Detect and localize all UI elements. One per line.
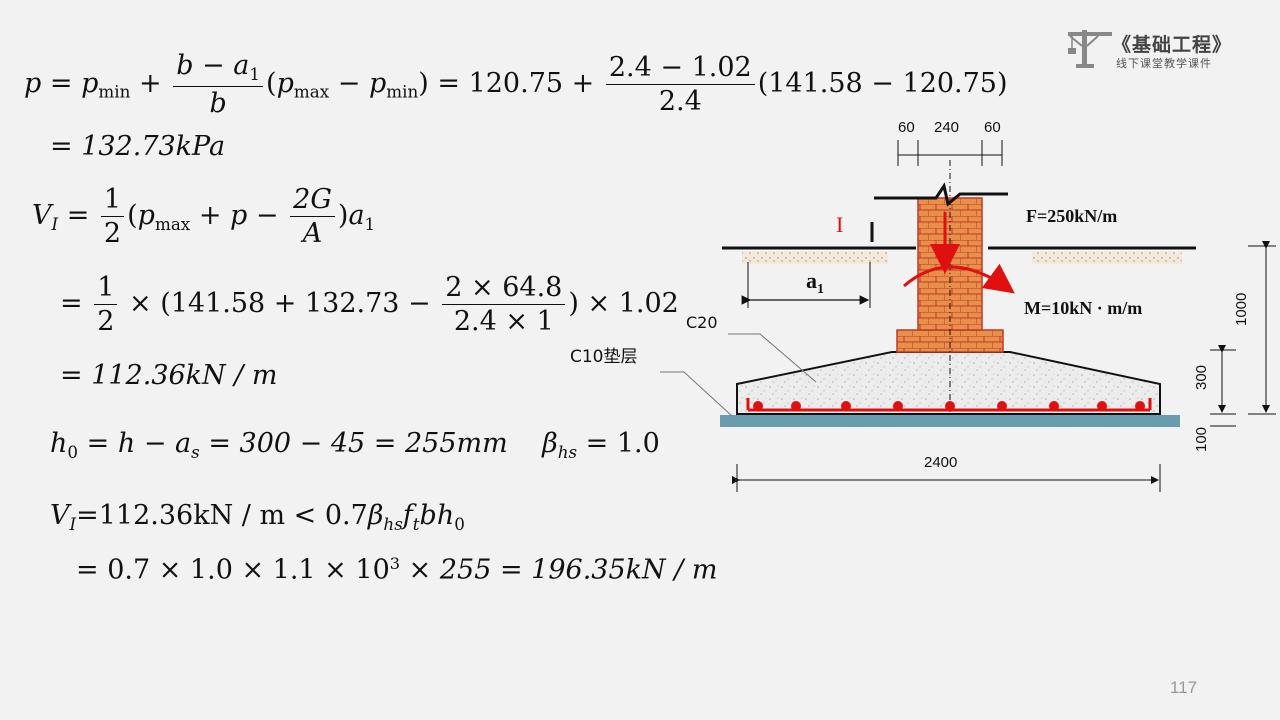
moment-arrow xyxy=(903,263,1015,294)
rebar-dot xyxy=(1135,401,1145,411)
dim-100: 100 xyxy=(1193,427,1210,452)
rebar-dot xyxy=(841,401,851,411)
soil-left xyxy=(742,252,888,264)
rebar-dot xyxy=(893,401,903,411)
rebar-dot xyxy=(945,401,955,411)
rebar-dots xyxy=(753,401,1145,411)
moment-label: M=10kN · m/m xyxy=(1024,298,1142,318)
rebar-dot xyxy=(997,401,1007,411)
soil-right xyxy=(1032,252,1182,264)
cushion-label: C10垫层 xyxy=(570,347,638,367)
page-number: 117 xyxy=(1170,678,1198,697)
dim-top-left: 60 xyxy=(898,119,915,136)
section-label: I xyxy=(836,212,843,237)
rebar-dot xyxy=(1049,401,1059,411)
logo-subtitle: 线下课堂教学课件 xyxy=(1116,57,1212,70)
rebar-dot xyxy=(1097,401,1107,411)
a1-label: a1 xyxy=(806,268,824,297)
rebar-dot xyxy=(791,401,801,411)
logo-title: 《基础工程》 xyxy=(1112,34,1233,56)
c20-leader xyxy=(728,333,817,383)
dim-top-mid: 240 xyxy=(934,119,959,136)
rebar-dot xyxy=(753,401,763,411)
equation-p: p = pmin + b − a1 b (pmax − pmin) = 120.75… xyxy=(24,50,1008,119)
equation-shear: VI = 1 2 (pmax + p − 2G A)a1 xyxy=(32,184,376,249)
c10-leader xyxy=(660,371,733,417)
equation-h0: h0 = h − as = 300 − 45 = 255mm βhs = 1.0 xyxy=(50,428,660,462)
dim-1000: 1000 xyxy=(1233,293,1250,326)
dim-top-right: 60 xyxy=(984,119,1001,136)
dim-300: 300 xyxy=(1193,365,1210,390)
concrete-label: C20 xyxy=(686,313,718,332)
equation-check-result: = 0.7 × 1.0 × 1.1 × 103 × 255 = 196.35kN… xyxy=(76,554,718,586)
crane-logo-icon xyxy=(1068,30,1112,68)
equation-p-result: = 132.73kPa xyxy=(50,131,226,162)
dim-2400: 2400 xyxy=(924,454,957,471)
equation-check: VI=112.36kN / m < 0.7βhsftbh0 xyxy=(50,500,465,534)
cushion-layer xyxy=(720,415,1180,427)
concrete-footing xyxy=(736,351,1161,415)
wall-break-line xyxy=(874,182,1008,207)
equation-shear-result: = 112.36kN / m xyxy=(60,360,278,391)
force-label: F=250kN/m xyxy=(1026,206,1117,226)
